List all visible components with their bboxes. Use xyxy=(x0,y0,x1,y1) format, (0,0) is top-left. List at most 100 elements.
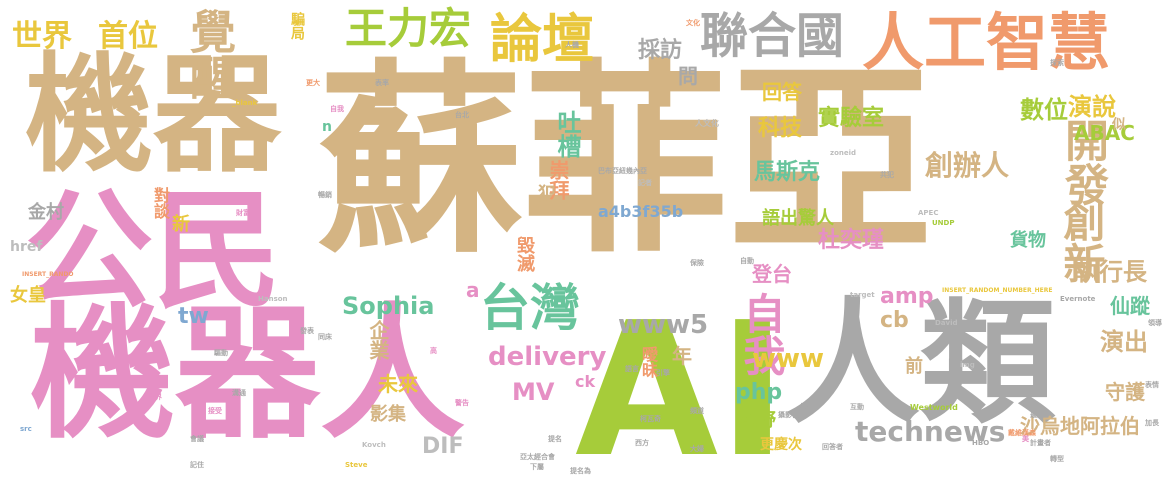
cloud-word: 開發 xyxy=(1057,118,1108,206)
cloud-word: 頻道 xyxy=(690,407,704,415)
cloud-word: 表率 xyxy=(375,79,389,87)
cloud-word: ABAC xyxy=(1074,121,1135,145)
cloud-word: 曖昧 xyxy=(639,346,658,378)
cloud-word: 美 xyxy=(1022,435,1029,443)
cloud-word: 聯合國 xyxy=(700,8,845,64)
cloud-word: 仙蹤 xyxy=(1110,294,1150,318)
cloud-word: 崇拜 xyxy=(546,160,570,200)
cloud-word: 下屬 xyxy=(530,463,544,471)
cloud-word: 加長 xyxy=(1145,419,1159,427)
cloud-word: 警告 xyxy=(455,399,469,407)
cloud-word: 機器 xyxy=(25,41,282,190)
cloud-word: 提名為 xyxy=(570,467,591,475)
cloud-word: 人機 xyxy=(565,41,579,49)
cloud-word: 採訪 xyxy=(638,38,683,63)
cloud-word: AI xyxy=(575,282,788,482)
cloud-word: 自動 xyxy=(740,257,754,265)
cloud-word: Westworld xyxy=(910,403,958,412)
cloud-word: n xyxy=(322,119,332,135)
cloud-word: 持續 xyxy=(800,403,814,411)
cloud-word: www5 xyxy=(618,310,709,340)
cloud-word: 演出 xyxy=(1100,328,1148,356)
cloud-word: 領導 xyxy=(1148,319,1162,327)
cloud-word: 馬斯克 xyxy=(754,160,821,185)
cloud-word: INSERT_RANDO xyxy=(22,271,74,278)
cloud-word: 金村 xyxy=(28,202,64,223)
cloud-word: 回答者 xyxy=(822,443,843,451)
cloud-word: Kovch xyxy=(362,441,386,449)
cloud-word: img xyxy=(960,361,975,369)
cloud-word: 發表 xyxy=(300,327,314,335)
cloud-word: 影集 xyxy=(370,404,406,425)
cloud-word: 首位 xyxy=(98,19,158,54)
cloud-word: 人工智慧 xyxy=(862,6,1111,79)
cloud-word: 高 xyxy=(430,347,437,355)
cloud-word: _blank xyxy=(232,99,258,107)
cloud-word: 柯瓦奇 xyxy=(640,415,661,423)
cloud-word: 綠野 xyxy=(740,410,776,431)
cloud-word: www xyxy=(752,344,825,374)
cloud-word: 驅動 xyxy=(214,349,228,357)
cloud-word: 蘇菲亞 xyxy=(318,43,933,281)
cloud-word: 機器人 xyxy=(30,290,465,459)
cloud-word: 杜奕瑾 xyxy=(818,228,885,253)
cloud-word: 犯 xyxy=(538,184,556,205)
cloud-word: 執行長 xyxy=(1075,258,1147,286)
cloud-word: 自我 xyxy=(737,292,786,376)
cloud-word: href xyxy=(10,239,43,255)
cloud-word: tw xyxy=(178,304,209,329)
cloud-word: Steve xyxy=(345,461,368,469)
cloud-word: 沙烏地阿拉伯 xyxy=(1020,414,1140,438)
cloud-word: 記者 xyxy=(638,179,652,187)
cloud-word: 工作 xyxy=(1030,323,1044,331)
cloud-word: 騙局 xyxy=(289,12,305,40)
cloud-word: 世界 xyxy=(148,393,162,401)
cloud-word: Evernote xyxy=(1060,295,1096,303)
cloud-word: 語言 xyxy=(625,365,639,373)
cloud-word: amp xyxy=(880,284,934,309)
cloud-word: 論壇 xyxy=(490,10,595,70)
cloud-word: 表情 xyxy=(1145,381,1159,389)
cloud-word: 台北 xyxy=(455,111,469,119)
cloud-word: 人類 xyxy=(785,285,1055,442)
cloud-word: 王力宏 xyxy=(345,4,472,53)
cloud-word: 提名 xyxy=(548,435,562,443)
cloud-word: 戴維漢森 xyxy=(1008,429,1036,437)
cloud-word: 登台 xyxy=(752,262,792,286)
cloud-word: 西方 xyxy=(635,439,649,447)
cloud-word: 保險 xyxy=(690,259,704,267)
cloud-word: 實驗室 xyxy=(818,106,885,131)
cloud-word: 企業 xyxy=(366,320,390,360)
cloud-word: 引擎 xyxy=(656,369,670,377)
cloud-word: 演說 xyxy=(1068,93,1116,121)
cloud-word: 未來 xyxy=(378,372,418,396)
cloud-word: David xyxy=(935,319,958,327)
cloud-word: 暢銷 xyxy=(318,191,332,199)
cloud-word: 對談 xyxy=(151,187,170,219)
cloud-word: 巴布亞紐幾內亞 xyxy=(598,167,647,175)
cloud-word: a xyxy=(466,278,480,302)
cloud-word: 計畫者 xyxy=(1030,439,1051,447)
cloud-word: 數位 xyxy=(1020,96,1068,124)
cloud-word: 溝通 xyxy=(232,389,246,397)
cloud-word: MV xyxy=(512,378,555,406)
cloud-word: 大婦 xyxy=(690,445,704,453)
cloud-word: 覺醒 xyxy=(183,8,237,100)
cloud-word: 年 xyxy=(672,344,692,368)
cloud-word: ck xyxy=(575,372,596,391)
cloud-word: Sophia xyxy=(342,292,435,320)
cloud-word: 接受 xyxy=(208,407,222,415)
cloud-word: 更大 xyxy=(306,79,320,87)
cloud-word: 科技 xyxy=(758,116,803,141)
cloud-word: 更慶次 xyxy=(760,437,802,453)
cloud-word: 自我 xyxy=(330,105,344,113)
cloud-word: 似 xyxy=(1112,117,1126,133)
cloud-word: 前 xyxy=(905,356,923,377)
cloud-word: 問 xyxy=(678,64,698,88)
cloud-word: 創辦人 xyxy=(925,149,1010,182)
cloud-word: 記住 xyxy=(190,461,204,469)
cloud-word: 毀滅 xyxy=(514,236,535,272)
cloud-word: 財富 xyxy=(236,209,250,217)
cloud-word: DIF xyxy=(422,434,464,459)
